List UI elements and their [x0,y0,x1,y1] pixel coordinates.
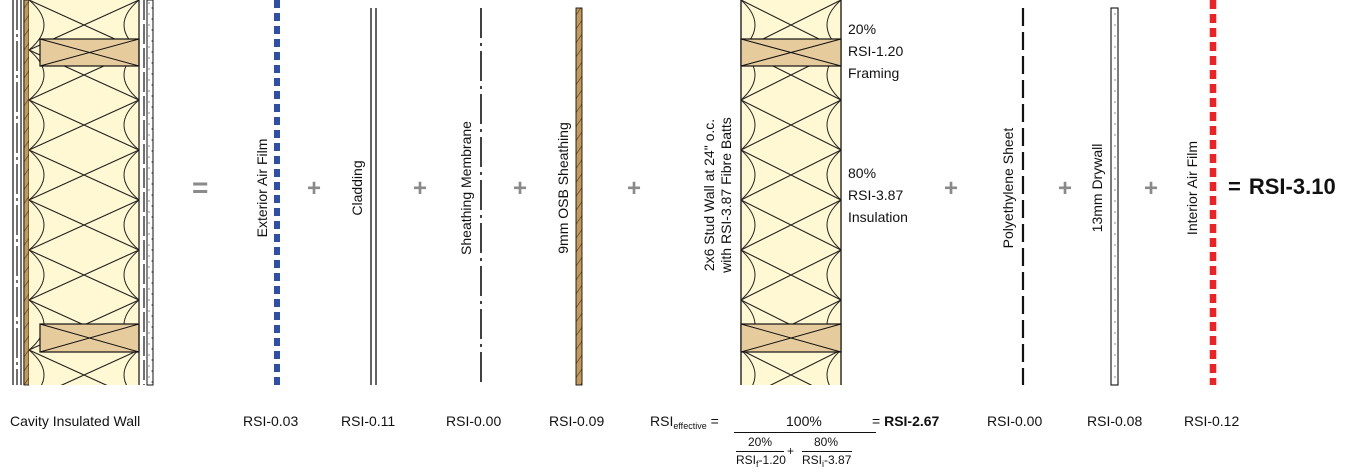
insulation-note: 80% RSI-3.87 Insulation [848,162,908,228]
osb-sheathing-label: 9mm OSB Sheathing [555,122,571,254]
plus-operator-3: + [513,175,528,202]
osb-sheathing-layer [575,7,583,386]
insulation-rsi: RSI-3.87 [848,187,904,203]
formula-term2-pct: 80% [814,435,839,449]
framing-rsi: RSI-1.20 [848,43,904,59]
cladding-label: Cladding [349,160,365,216]
formula-numerator: 100% [786,413,822,429]
wall-stud-top [39,38,140,67]
total-rsi: = RSI-3.10 [1228,174,1336,200]
exterior-air-film-rsi: RSI-0.03 [243,413,299,429]
sheathing-membrane-label: Sheathing Membrane [458,121,474,255]
formula-result: = RSI-2.67 [872,413,940,429]
stud-wall-label: 2x6 Stud Wall at 24" o.c. with RSI-3.87 … [701,117,735,273]
formula-term2-denominator: RSIi-3.87 [802,453,852,469]
wall-osb-layer [23,0,30,386]
drywall-rsi: RSI-0.08 [1087,413,1143,429]
plus-operator-7: + [1144,175,1159,202]
formula-main-fraction-bar [734,432,876,433]
stud-wall-label-line1: 2x6 Stud Wall at 24" o.c. [701,118,717,272]
insulation-label: Insulation [848,209,908,225]
formula-equals: = [710,413,719,429]
equals-operator: = [192,172,209,203]
polyethylene-sheet-rsi: RSI-0.00 [987,413,1043,429]
cladding-rsi: RSI-0.11 [341,413,396,429]
framing-note: 20% RSI-1.20 Framing [848,18,903,84]
drywall-layer [1110,7,1119,386]
insulation-pct: 80% [848,165,877,181]
cladding-layer [370,8,377,385]
sheathing-membrane-rsi: RSI-0.00 [446,413,502,429]
exterior-air-film-label: Exterior Air Film [254,138,270,238]
formula-effective-subscript: effective [673,421,707,431]
plus-operator-1: + [307,175,322,202]
interior-air-film-rsi: RSI-0.12 [1184,413,1240,429]
stud-top [740,38,842,67]
formula-lhs: RSIeffective = [650,413,719,431]
osb-sheathing-rsi: RSI-0.09 [549,413,605,429]
formula-term2-bar [802,451,852,452]
formula-term1-bar [736,451,784,452]
stud-bottom [740,323,842,353]
cavity-wall-section [12,0,154,386]
formula-term1-pct: 20% [748,435,773,449]
framing-label: Framing [848,65,900,81]
plus-operator-2: + [413,175,428,202]
plus-operator-4: + [627,175,642,202]
formula-plus: + [787,444,795,458]
framing-pct: 20% [848,21,877,37]
drywall-label: 13mm Drywall [1089,143,1105,233]
wall-caption: Cavity Insulated Wall [10,413,141,429]
total-equals: = [1228,174,1241,199]
total-value: RSI-3.10 [1248,174,1336,199]
interior-air-film-label: Interior Air Film [1184,140,1200,236]
stud-wall-label-line2: with RSI-3.87 Fibre Batts [718,117,734,273]
plus-operator-6: + [1058,175,1073,202]
wall-drywall-layer [146,0,154,386]
polyethylene-sheet-label: Polyethylene Sheet [1000,127,1016,249]
plus-operator-5: + [944,175,959,202]
wall-stud-bottom [39,323,140,353]
effective-rsi-formula: RSIeffective = 100% = RSI-2.67 20% RSIf-… [650,406,950,476]
formula-term1-denominator: RSIf-1.20 [736,453,786,469]
stud-wall-section [740,0,842,385]
